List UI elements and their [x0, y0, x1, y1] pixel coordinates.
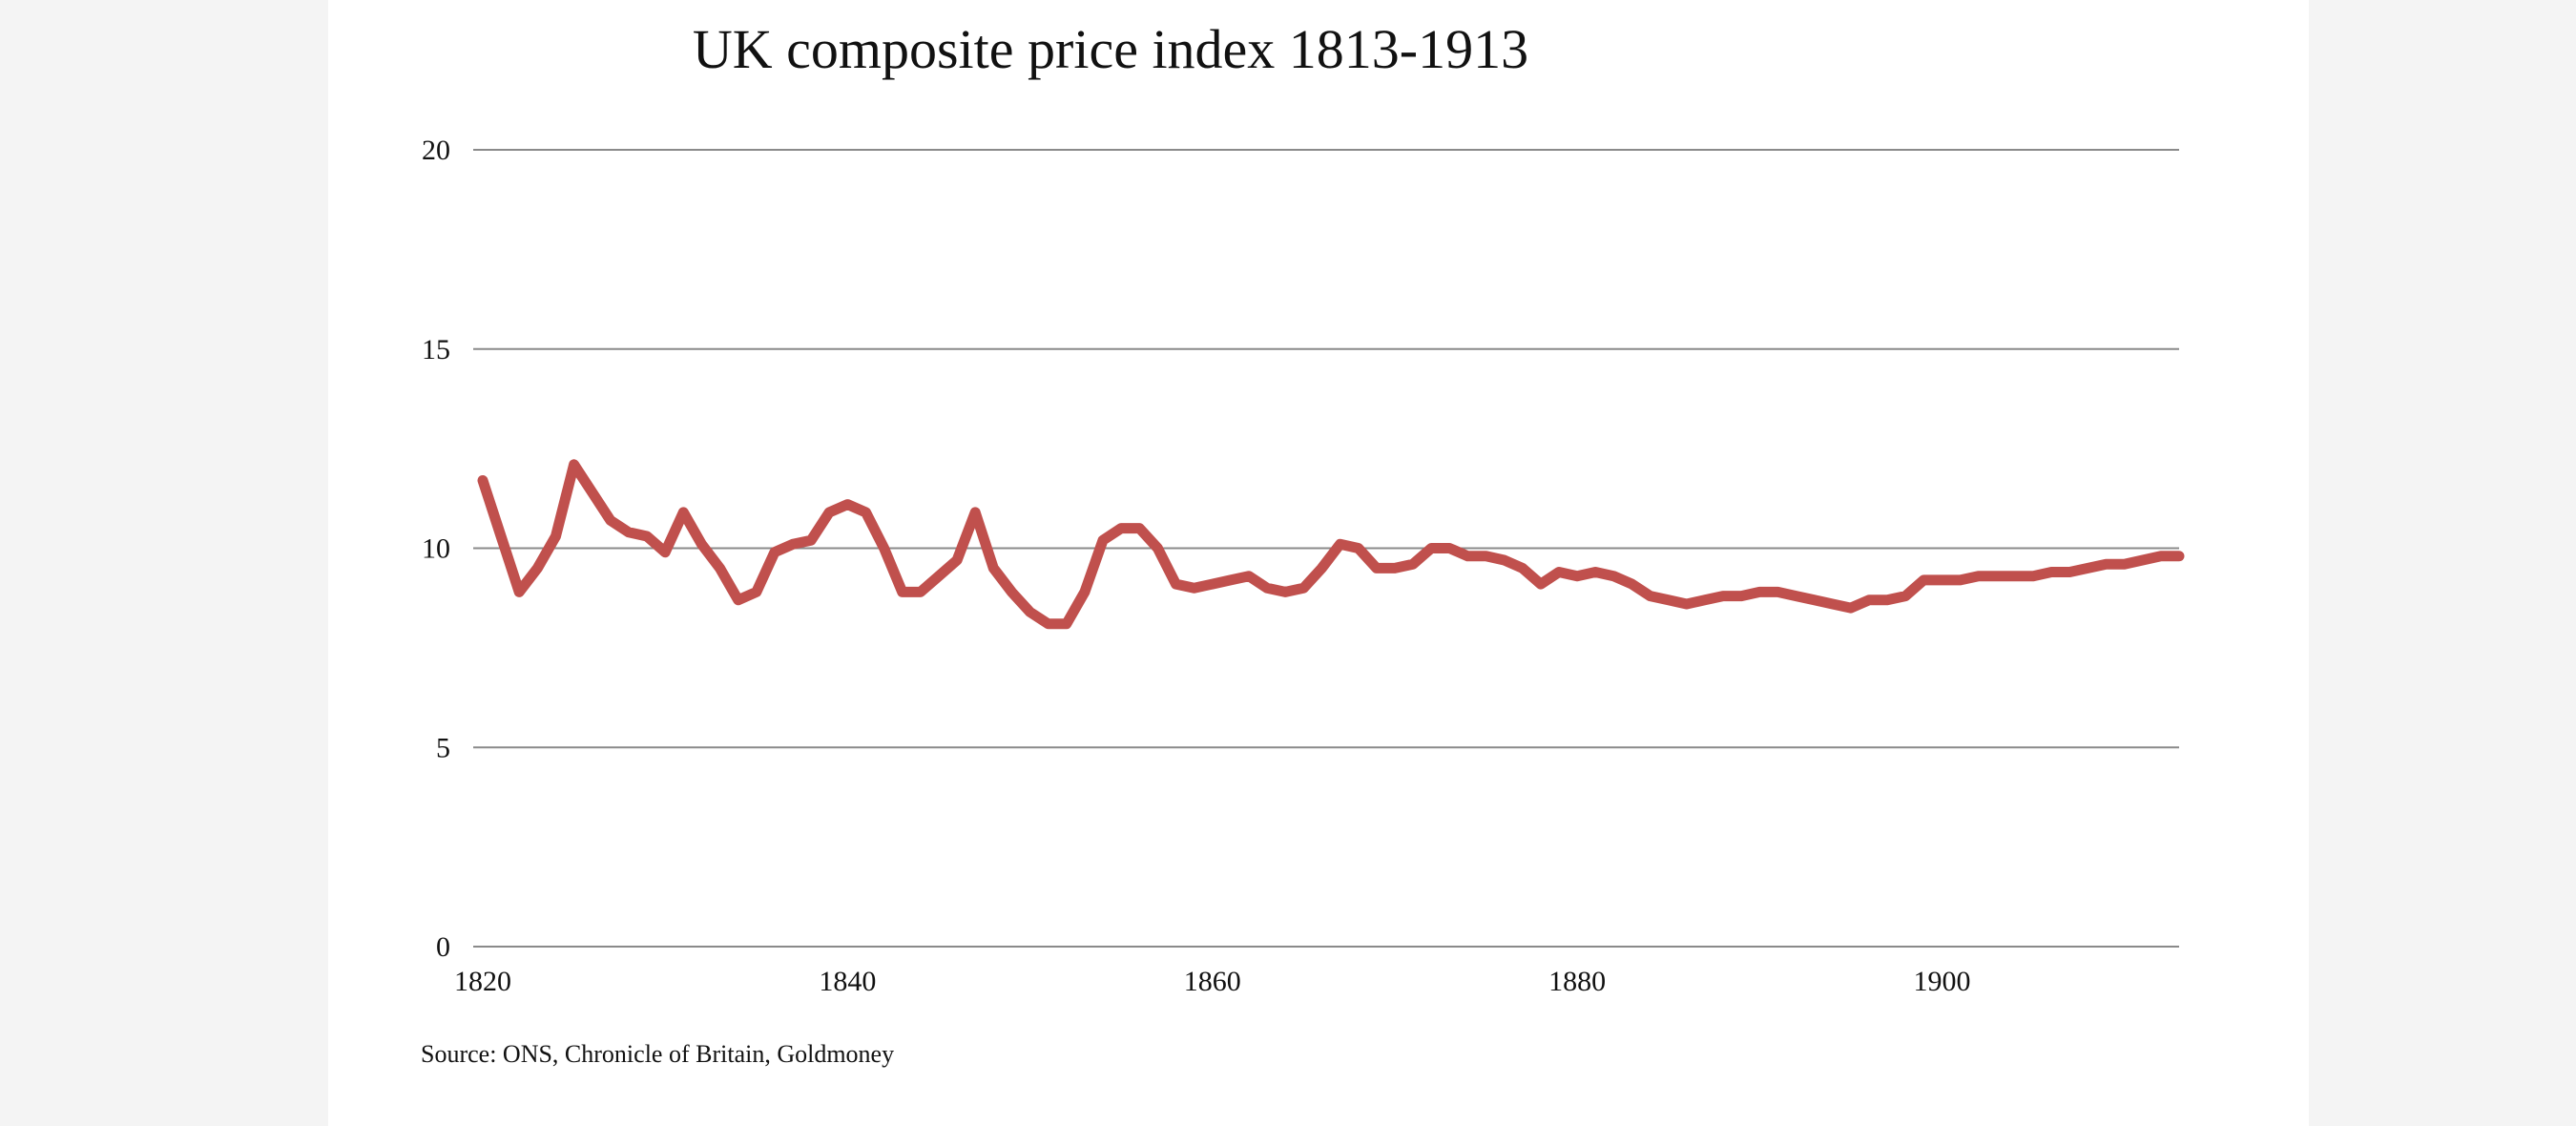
series-line-0	[477, 459, 2185, 630]
x-tick-label: 1900	[1913, 966, 1970, 997]
y-tick-label: 0	[436, 931, 450, 963]
y-tick-label: 20	[422, 135, 450, 166]
source-note: Source: ONS, Chronicle of Britain, Goldm…	[421, 1040, 895, 1068]
x-tick-label: 1840	[819, 966, 876, 997]
y-axis-ticks: 0 5 10 15 20	[422, 135, 450, 963]
chart-plot-area: 0 5 10 15 20 1820 1840 1860 1880 1900	[422, 135, 2185, 997]
x-tick-label: 1880	[1548, 966, 1606, 997]
x-tick-label: 1860	[1184, 966, 1241, 997]
y-tick-label: 15	[422, 334, 450, 365]
y-tick-label: 10	[422, 533, 450, 565]
y-tick-label: 5	[436, 732, 450, 763]
x-axis-ticks: 1820 1840 1860 1880 1900	[454, 966, 1970, 997]
x-tick-label: 1820	[454, 966, 511, 997]
series-layer	[477, 459, 2185, 630]
chart-page: UK composite price index 1813-1913 0 5 10 1…	[328, 0, 2309, 1126]
gridlines	[473, 149, 2179, 948]
chart-title: UK composite price index 1813-1913	[692, 18, 1529, 80]
